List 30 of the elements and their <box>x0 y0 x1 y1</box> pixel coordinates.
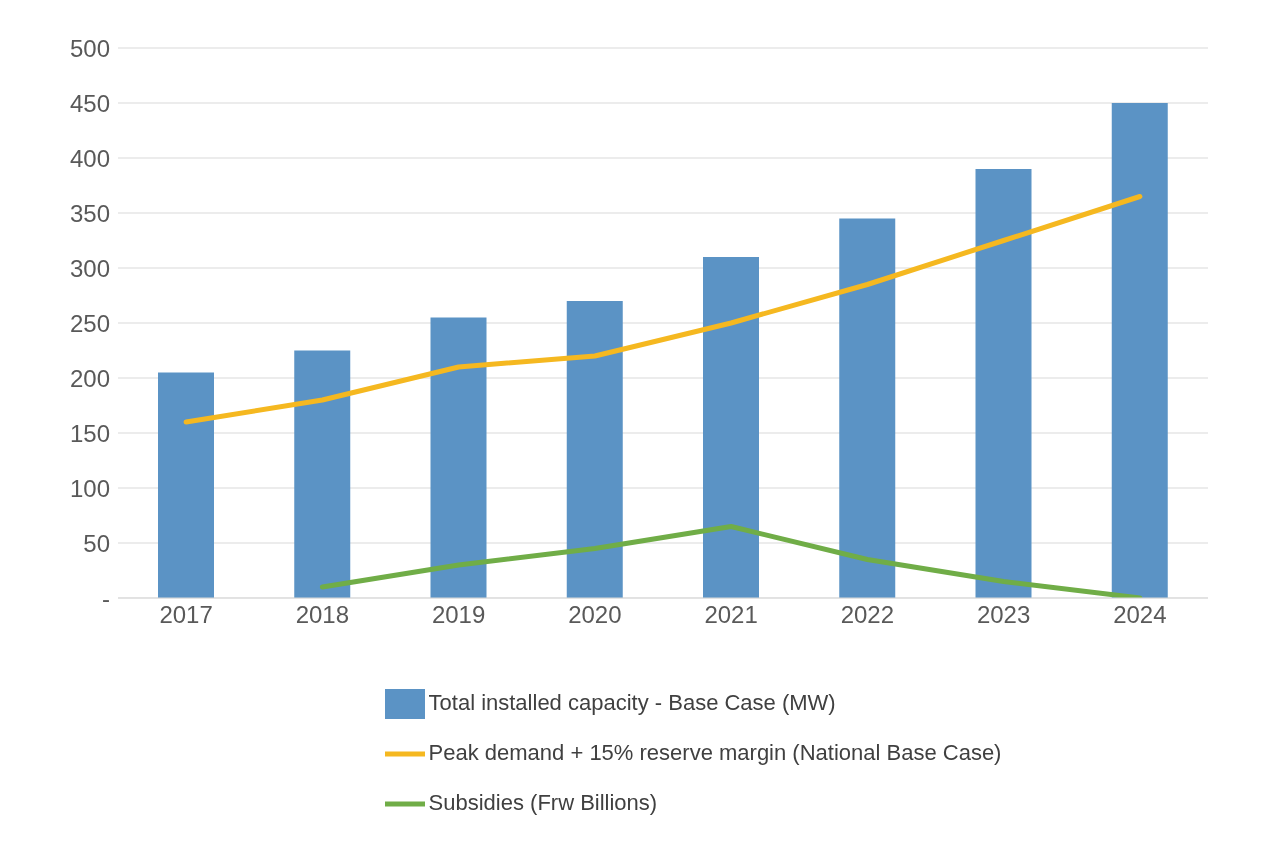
bar <box>158 372 214 598</box>
x-tick-label: 2022 <box>840 601 895 629</box>
bar <box>1111 103 1168 598</box>
bar <box>430 317 487 598</box>
bar <box>703 257 759 598</box>
y-tick-label: 200 <box>69 364 110 392</box>
bar <box>839 218 896 598</box>
x-tick-label: 2017 <box>159 601 213 629</box>
bar <box>294 350 351 598</box>
y-tick-label: - <box>102 584 110 612</box>
x-tick-label: 2024 <box>1113 601 1167 629</box>
x-tick-label: 2019 <box>431 601 486 629</box>
y-tick-label: 50 <box>83 529 110 557</box>
y-tick-label: 100 <box>69 474 110 502</box>
y-tick-label: 500 <box>69 34 110 62</box>
bar <box>566 301 623 598</box>
legend-label: Subsidies (Frw Billions) <box>428 790 658 815</box>
bar <box>975 169 1032 598</box>
y-tick-label: 150 <box>69 419 110 447</box>
y-tick-label: 300 <box>69 254 110 282</box>
y-tick-label: 400 <box>69 144 110 172</box>
legend-label: Peak demand + 15% reserve margin (National Base Case) <box>428 740 1002 765</box>
y-tick-label: 450 <box>69 89 110 117</box>
legend-label: Total installed capacity - Base Case (MW) <box>428 690 836 715</box>
x-tick-label: 2020 <box>568 601 622 629</box>
y-tick-label: 250 <box>69 309 110 337</box>
x-tick-label: 2023 <box>976 601 1031 629</box>
x-tick-label: 2021 <box>704 601 758 629</box>
x-tick-label: 2018 <box>295 601 350 629</box>
y-tick-label: 350 <box>69 199 110 227</box>
